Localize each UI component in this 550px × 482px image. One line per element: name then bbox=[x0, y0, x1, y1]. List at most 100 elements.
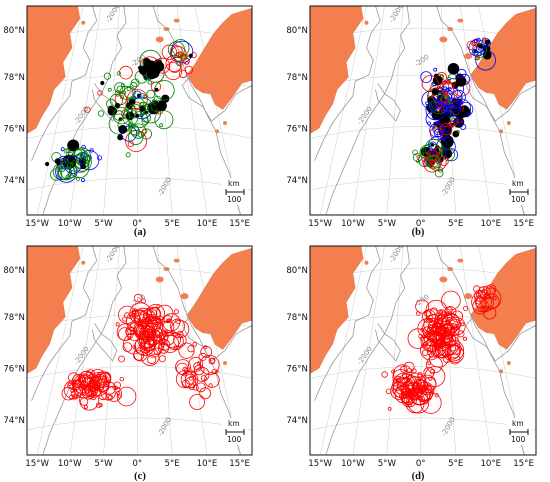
islet bbox=[364, 260, 369, 265]
map-content: -2000-200-2000-2000 bbox=[310, 6, 536, 215]
event-marker bbox=[421, 334, 426, 339]
event-marker bbox=[159, 123, 164, 128]
event-marker bbox=[441, 80, 447, 86]
event-marker bbox=[128, 124, 140, 135]
event-marker bbox=[197, 361, 202, 366]
event-marker-filled bbox=[446, 150, 451, 154]
event-marker bbox=[434, 342, 451, 359]
event-marker bbox=[446, 313, 453, 320]
event-marker bbox=[130, 312, 136, 318]
depth-contour bbox=[181, 74, 252, 122]
event-marker bbox=[441, 97, 462, 117]
event-marker bbox=[119, 377, 124, 382]
islet bbox=[364, 20, 369, 25]
longitude-line bbox=[460, 6, 492, 215]
latitude-label: 74°N bbox=[3, 176, 25, 186]
event-marker-filled bbox=[447, 63, 460, 75]
event-marker bbox=[441, 82, 455, 96]
scale-bar: km 100 bbox=[222, 178, 248, 205]
event-marker bbox=[447, 104, 457, 114]
event-marker bbox=[200, 375, 207, 382]
event-marker bbox=[130, 123, 147, 139]
depth-contour bbox=[436, 6, 526, 215]
event-marker-filled bbox=[484, 39, 491, 46]
depth-contour bbox=[91, 83, 118, 122]
event-marker bbox=[80, 384, 87, 391]
event-marker bbox=[199, 354, 220, 375]
islet bbox=[81, 20, 86, 25]
event-marker bbox=[131, 309, 140, 318]
event-marker bbox=[97, 90, 103, 96]
panel-caption: (b) bbox=[412, 227, 425, 238]
event-marker-filled bbox=[100, 80, 105, 86]
event-marker bbox=[426, 338, 436, 347]
event-marker bbox=[67, 382, 74, 390]
event-marker bbox=[176, 61, 182, 67]
event-marker bbox=[430, 339, 438, 346]
event-marker bbox=[161, 334, 180, 353]
scale-bar: km 100 bbox=[506, 178, 532, 205]
depth-contour bbox=[314, 246, 381, 401]
event-marker bbox=[120, 95, 124, 99]
longitude-label: 10°E bbox=[480, 459, 501, 469]
event-marker bbox=[127, 336, 132, 340]
event-marker bbox=[420, 71, 433, 83]
longitude-label: 5°E bbox=[448, 219, 463, 229]
event-marker bbox=[68, 372, 79, 383]
longitude-line bbox=[69, 246, 102, 455]
event-marker bbox=[101, 379, 106, 384]
event-marker bbox=[432, 122, 445, 136]
event-marker bbox=[126, 86, 131, 92]
longitude-label: 10°W bbox=[341, 459, 365, 469]
event-marker bbox=[422, 344, 427, 349]
event-marker bbox=[72, 382, 79, 389]
map-frame bbox=[26, 5, 253, 216]
longitude-label: 10°E bbox=[197, 459, 218, 469]
event-marker-filled bbox=[452, 130, 460, 138]
event-marker bbox=[435, 146, 442, 154]
event-marker bbox=[89, 148, 94, 153]
event-marker bbox=[193, 364, 205, 376]
event-marker bbox=[84, 106, 91, 113]
event-marker bbox=[431, 340, 450, 358]
longitude-line bbox=[386, 246, 404, 455]
event-marker bbox=[437, 87, 443, 92]
event-marker bbox=[480, 305, 485, 310]
event-marker bbox=[128, 315, 133, 320]
longitude-line bbox=[460, 246, 492, 455]
event-marker bbox=[450, 326, 460, 336]
event-marker-filled bbox=[431, 88, 439, 96]
event-marker bbox=[440, 335, 460, 355]
event-marker bbox=[81, 178, 86, 183]
latitude-label: 78°N bbox=[286, 73, 308, 83]
event-marker bbox=[428, 376, 433, 381]
islet bbox=[506, 121, 511, 126]
event-marker bbox=[154, 110, 174, 130]
event-marker bbox=[456, 96, 463, 102]
event-marker bbox=[471, 42, 476, 46]
islet bbox=[180, 293, 189, 300]
scale-bar: km 100 bbox=[222, 418, 248, 445]
latitude-label: 78°N bbox=[3, 73, 25, 83]
latitude-label: 76°N bbox=[286, 364, 308, 374]
event-marker bbox=[167, 318, 172, 323]
islet bbox=[439, 276, 448, 283]
event-marker-filled bbox=[139, 105, 146, 112]
longitude-label: 0° bbox=[132, 459, 142, 469]
event-marker bbox=[139, 93, 146, 100]
scale-unit: km bbox=[228, 179, 240, 188]
event-marker bbox=[471, 38, 480, 47]
latitude-label: 74°N bbox=[286, 176, 308, 186]
event-marker bbox=[123, 86, 136, 99]
event-marker bbox=[129, 81, 138, 90]
longitude-label: 15°E bbox=[513, 459, 534, 469]
event-marker bbox=[125, 96, 146, 118]
islet bbox=[155, 276, 164, 283]
event-marker bbox=[418, 395, 425, 403]
depth-contour bbox=[314, 6, 381, 161]
event-marker bbox=[151, 99, 156, 104]
event-marker-filled bbox=[456, 76, 467, 87]
longitude-label: 15°W bbox=[308, 219, 332, 229]
islet bbox=[223, 121, 227, 126]
longitude-line bbox=[36, 246, 84, 455]
